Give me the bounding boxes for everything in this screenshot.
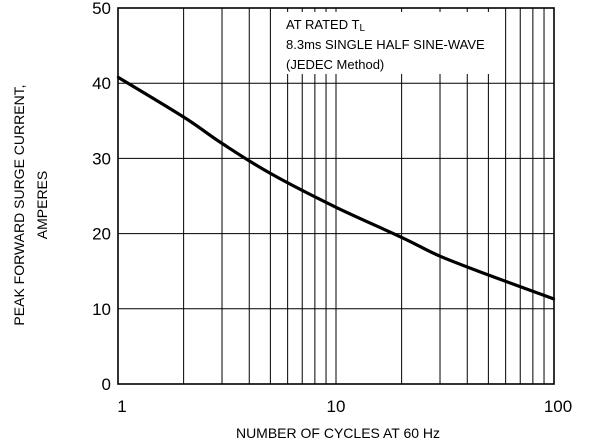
annotation-line-3: (JEDEC Method)	[286, 57, 384, 72]
y-axis-title-line1: PEAK FORWARD SURGE CURRENT,	[11, 84, 27, 325]
x-tick-labels: 1 10 100	[117, 397, 572, 416]
x-tick-label: 1	[117, 397, 126, 416]
annotation-line-2: 8.3ms SINGLE HALF SINE-WAVE	[286, 37, 485, 52]
y-tick-labels: 0 10 20 30 40 50	[92, 0, 111, 394]
data-point	[117, 76, 119, 78]
annotation-rated-label: AT RATED T	[286, 17, 359, 32]
y-tick-label: 40	[92, 74, 111, 93]
data-point	[269, 172, 271, 174]
data-point	[335, 206, 337, 208]
y-tick-label: 30	[92, 149, 111, 168]
y-tick-label: 0	[102, 375, 111, 394]
y-tick-label: 10	[92, 300, 111, 319]
data-point	[182, 116, 184, 118]
data-point	[487, 274, 489, 276]
x-tick-label: 100	[544, 397, 572, 416]
x-axis-title: NUMBER OF CYCLES AT 60 Hz	[236, 425, 440, 441]
annotation-box: AT RATED TL 8.3ms SINGLE HALF SINE-WAVE …	[280, 12, 490, 74]
y-tick-label: 50	[92, 0, 111, 18]
y-axis-title-line2: AMPERES	[34, 171, 50, 239]
y-tick-label: 20	[92, 225, 111, 244]
data-point	[400, 236, 402, 238]
data-point	[553, 298, 555, 300]
data-point	[221, 142, 223, 144]
data-point	[439, 255, 441, 257]
annotation-rated-subscript: L	[359, 23, 365, 34]
x-tick-label: 10	[327, 397, 346, 416]
annotation-line-1: AT RATED TL	[286, 17, 365, 34]
